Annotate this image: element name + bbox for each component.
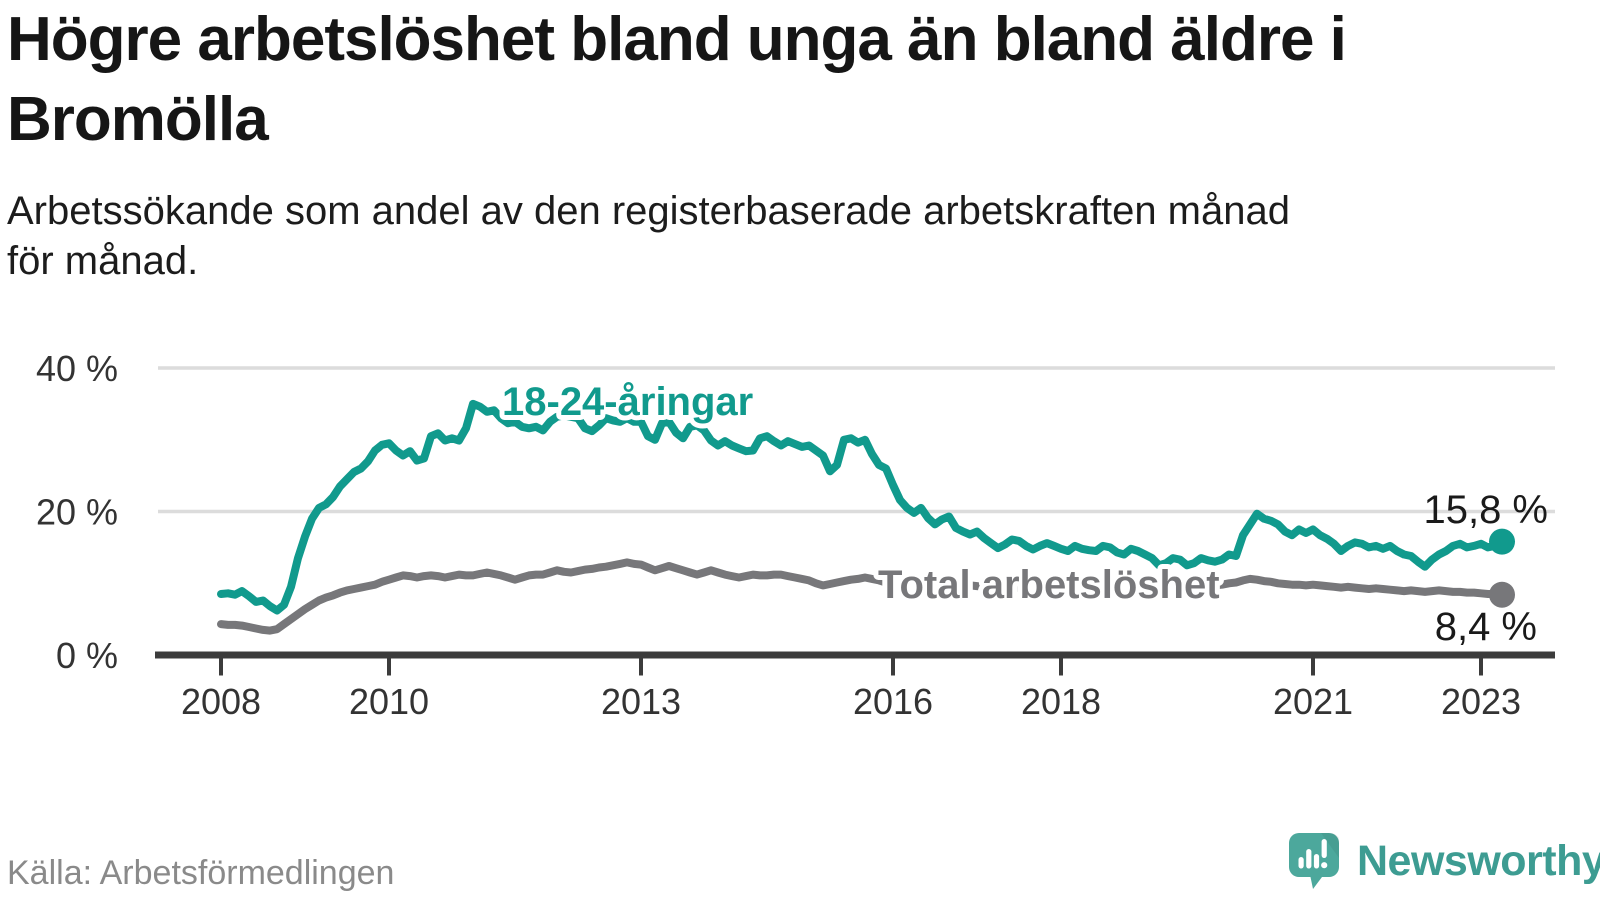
x-tick-label-2013: 2013 [601,681,681,722]
chart-title: Högre arbetslöshet bland unga än bland ä… [7,0,1587,160]
series-line-young [217,399,1506,615]
x-tick-label-2016: 2016 [853,681,933,722]
series-end-dot-total [1489,581,1515,608]
x-tick-label-2023: 2023 [1441,681,1521,722]
y-tick-label-0: 0 % [56,635,118,676]
chart-title-line1: Högre arbetslöshet bland unga än bland ä… [7,5,1347,74]
y-tick-label-20: 20 % [36,492,118,533]
x-tick-label-2021: 2021 [1273,681,1353,722]
x-tick-label-2018: 2018 [1021,681,1101,722]
chart-title-line2: Bromölla [7,85,269,154]
newsworthy-logo: Newsworthy [1288,832,1600,890]
series-end-dot-young [1489,528,1515,555]
series-label-total: Total arbetslöshet [878,563,1220,607]
y-tick-label-40: 40 % [36,348,118,389]
x-tick-label-2008: 2008 [181,681,261,722]
newsworthy-logo-text: Newsworthy [1357,836,1600,885]
chart-subtitle-line2: för månad. [7,239,199,283]
end-value-label-young: 15,8 % [1423,488,1548,532]
chart-subtitle-line1: Arbetssökande som andel av den registerb… [7,189,1290,233]
series-line-total [217,558,1506,635]
newsworthy-logo-icon [1289,832,1339,889]
chart-subtitle: Arbetssökande som andel av den registerb… [7,186,1577,286]
x-tick-label-2010: 2010 [349,681,429,722]
end-value-label-total: 8,4 % [1435,605,1537,649]
series-label-young: 18-24-åringar [502,380,753,424]
source-note: Källa: Arbetsförmedlingen [7,854,395,892]
